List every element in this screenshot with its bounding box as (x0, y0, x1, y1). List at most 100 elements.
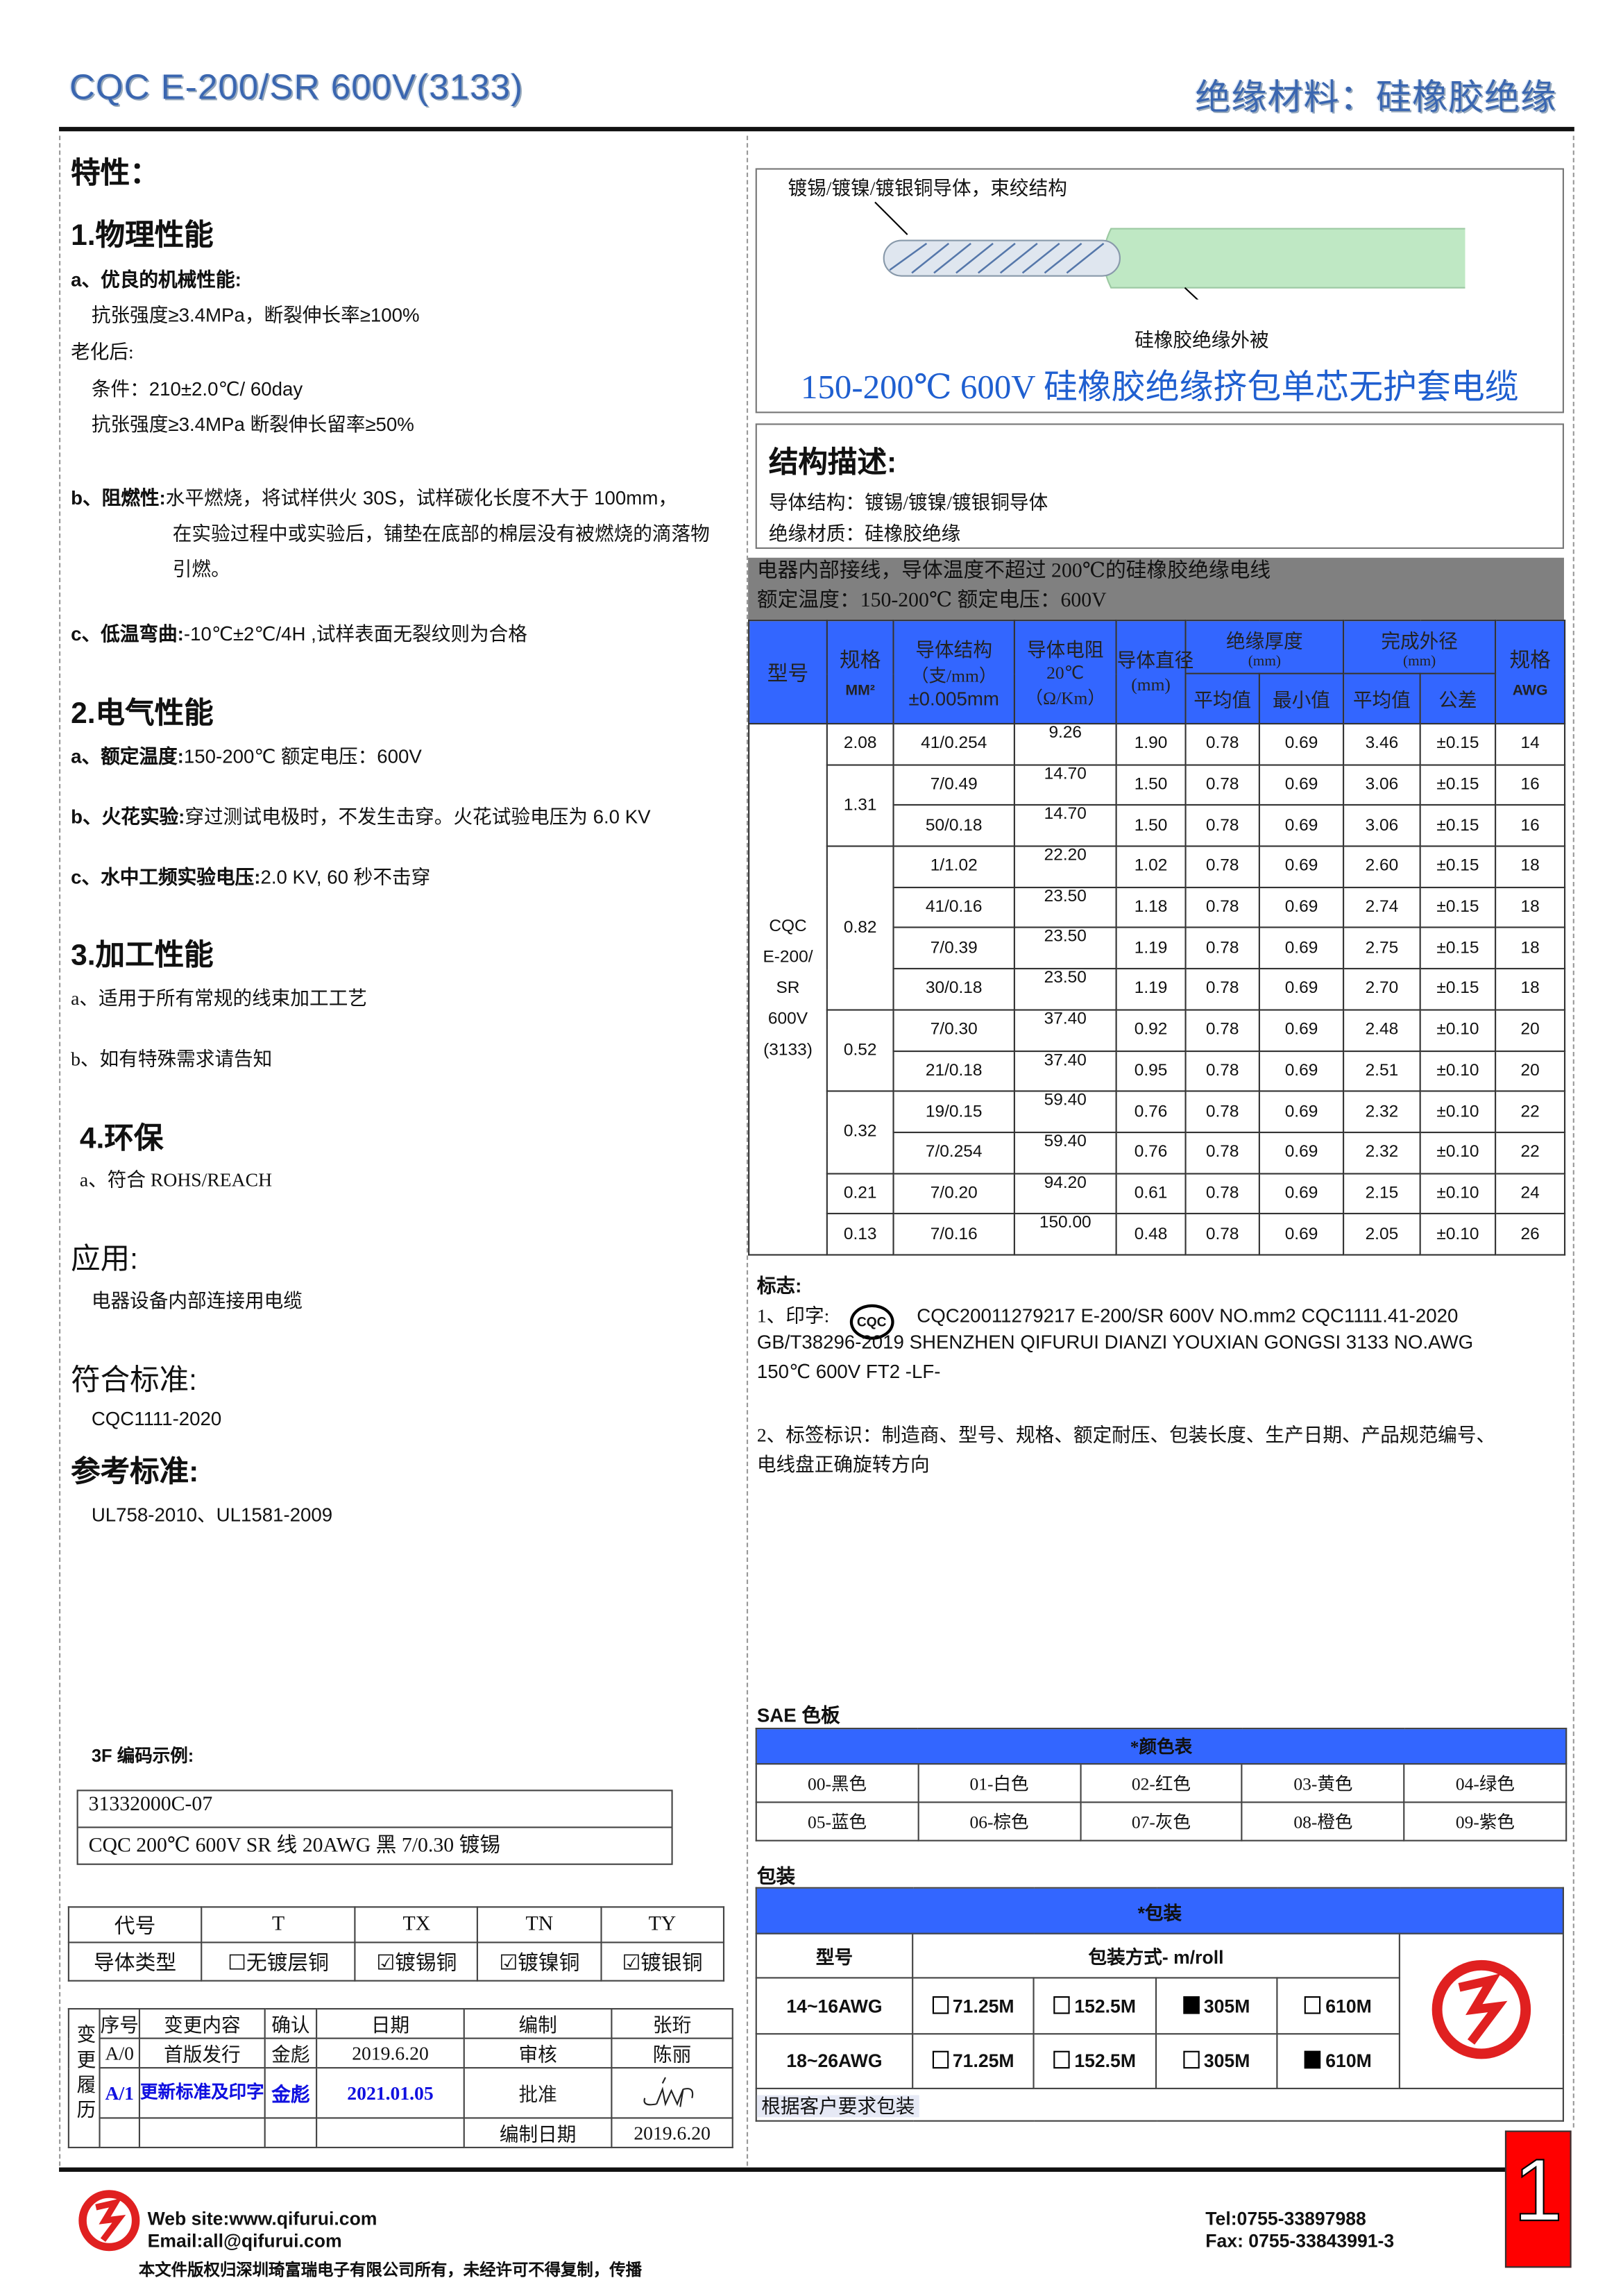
spec-row: CQC E-200/SR 600V (3133) 2.08 41/0.254 9.26 1.9… (748, 722, 1566, 1256)
spec-table: 型号 规格 MM² 导体结构 （支/mm） ±0.005mm 导体电阻 20℃ （Ω/Km… (748, 620, 1566, 1256)
hist-cell: 2019.6.20 (316, 2037, 465, 2069)
spec-cell: 0.78 (1184, 722, 1260, 765)
pack-option[interactable]: 610M (1276, 1977, 1400, 2035)
spec-cell: 1.02 (1115, 845, 1187, 888)
spec-cell: 150.00 (1013, 1213, 1117, 1256)
marking-title: 标志: (756, 1275, 802, 1298)
spec-cell: ±0.15 (1419, 886, 1497, 929)
spec-cell: 18 (1495, 927, 1566, 970)
hist-cell: A/0 (99, 2037, 141, 2069)
structure-insulation: 绝缘材质：硅橡胶绝缘 (768, 522, 961, 545)
checkbox-icon[interactable] (932, 2050, 949, 2069)
flame-text-3: 引燃。 (172, 557, 230, 580)
spec-cell: 0.78 (1184, 968, 1260, 1011)
conductor-option[interactable]: ☑镀锡铜 (354, 1941, 479, 1982)
spec-cell: 0.69 (1258, 886, 1345, 929)
color-cell: 03-黄色 (1241, 1763, 1405, 1803)
checkbox-icon[interactable] (1305, 2050, 1321, 2069)
spec-cell: 0.78 (1184, 804, 1260, 847)
spec-cell: 24 (1495, 1172, 1566, 1215)
conductor-option[interactable]: ☑镀银铜 (600, 1941, 725, 1982)
spec-cell: 0.78 (1184, 845, 1260, 888)
flame-label: b、阻燃性: (71, 486, 166, 509)
pack-option[interactable]: 71.25M (912, 2033, 1035, 2089)
packaging-note: 根据客户要求包装 (756, 2095, 919, 2118)
cable-illustration (874, 201, 1465, 300)
spec-cell: 3.06 (1343, 763, 1421, 806)
spec-cell: 0.78 (1184, 1090, 1260, 1133)
spec-cell: 1.50 (1115, 763, 1187, 806)
spec-cell: 0.69 (1258, 804, 1345, 847)
spec-cell: 7/0.16 (892, 1213, 1015, 1256)
col-insulation: 绝缘厚度 (mm) (1184, 620, 1345, 674)
page-number: 1 (1504, 2130, 1572, 2268)
spark-label: b、火花实验: (71, 806, 185, 828)
col-outer-diameter: 完成外径 (mm) (1343, 620, 1497, 674)
spec-cell: 2.15 (1343, 1172, 1421, 1215)
pack-row-label: 18~26AWG (755, 2033, 914, 2089)
spec-cell: 26 (1495, 1213, 1566, 1256)
pack-option[interactable]: 152.5M (1033, 2033, 1157, 2089)
spec-cell: 19/0.15 (892, 1090, 1015, 1133)
hist-cell: 2019.6.20 (611, 2117, 733, 2149)
conductor-option[interactable]: ☑镀镍铜 (477, 1941, 602, 1982)
checkbox-icon[interactable] (1053, 1995, 1070, 2014)
spec-row: 41/0.16 23.50 1.18 0.78 0.69 2.74 ±0.15 18 (749, 886, 1566, 929)
spec-cell: 22 (1495, 1090, 1566, 1133)
aging-result: 抗张强度≥3.4MPa 断裂伸长留率≥50% (91, 413, 414, 436)
checkbox-icon[interactable] (1053, 2050, 1070, 2069)
flame-text: 水平燃烧，将试样供火 30S，试样碳化长度不大于 100mm， (165, 486, 677, 509)
col-awg: 规格 AWG (1495, 620, 1566, 725)
pack-option[interactable]: 305M (1155, 2033, 1278, 2089)
checkbox-icon[interactable] (1183, 2050, 1200, 2069)
spec-cell: 0.69 (1258, 1213, 1345, 1256)
checkbox-icon[interactable] (1183, 1995, 1200, 2014)
spec-cell: 0.78 (1184, 1213, 1260, 1256)
hist-cell: 审核 (463, 2037, 613, 2069)
spec-cell: 16 (1495, 763, 1566, 806)
standard-title: 符合标准: (71, 1364, 198, 1397)
checkbox-icon[interactable] (1305, 1995, 1321, 2014)
spec-cell: 2.05 (1343, 1213, 1421, 1256)
application-line-2: 额定温度：150-200℃ 额定电压：600V (756, 590, 1107, 613)
fax: Fax: 0755-33843991-3 (1205, 2231, 1395, 2252)
spec-cell: 0.69 (1258, 1049, 1345, 1092)
spec-cell: 0.78 (1184, 1131, 1260, 1174)
spec-cell: 0.69 (1258, 968, 1345, 1011)
section-physical-title: 1.物理性能 (71, 219, 214, 253)
pack-option[interactable]: 71.25M (912, 1977, 1035, 2035)
pack-option[interactable]: 305M (1155, 1977, 1278, 2035)
pack-option[interactable]: 152.5M (1033, 1977, 1157, 2035)
aging-label: 老化后: (71, 341, 134, 364)
email[interactable]: Email:all@qifurui.com (147, 2231, 342, 2252)
spec-cell: 41/0.16 (892, 886, 1015, 929)
pack-option[interactable]: 610M (1276, 2033, 1400, 2089)
website[interactable]: Web site:www.qifurui.com (147, 2209, 377, 2229)
spec-cell: 7/0.20 (892, 1172, 1015, 1215)
spec-row: 0.82 1/1.02 22.20 1.02 0.78 0.69 2.60 ±0.15 18 (749, 845, 1566, 1011)
code-example-title: 3F 编码示例: (91, 1745, 194, 1767)
code-example-box: 31332000C-07 CQC 200℃ 600V SR 线 20AWG 黑 … (76, 1789, 673, 1865)
size-cell: 1.31 (826, 763, 894, 847)
application-text: 电器设备内部连接用电缆 (91, 1289, 303, 1312)
spec-cell: 0.78 (1184, 1172, 1260, 1215)
hist-header: 序号 (99, 2008, 141, 2039)
spec-cell: 0.69 (1258, 845, 1345, 888)
spec-cell: ±0.10 (1419, 1213, 1497, 1256)
divider (746, 135, 749, 2166)
spec-row: 7/0.39 23.50 1.19 0.78 0.69 2.75 ±0.15 18 (749, 927, 1566, 970)
pack-model-header: 型号 (755, 1932, 914, 1979)
spec-cell: 21/0.18 (892, 1049, 1015, 1092)
checkbox-icon[interactable] (932, 1995, 949, 2014)
spec-cell: ±0.10 (1419, 1131, 1497, 1174)
col-od-avg: 平均值 (1343, 672, 1421, 725)
col-size: 规格 MM² (826, 620, 894, 725)
insulation-label: 硅橡胶绝缘外被 (1135, 329, 1269, 352)
spec-cell: 23.50 (1013, 968, 1117, 1011)
cold-bend-label: c、低温弯曲: (71, 622, 184, 645)
conductor-option[interactable]: ☐无镀层铜 (201, 1941, 356, 1982)
spec-cell: 20 (1495, 1049, 1566, 1092)
standard-text: CQC1111-2020 (91, 1407, 222, 1430)
telephone: Tel:0755-33897988 (1205, 2209, 1366, 2229)
spec-cell: 0.78 (1184, 886, 1260, 929)
